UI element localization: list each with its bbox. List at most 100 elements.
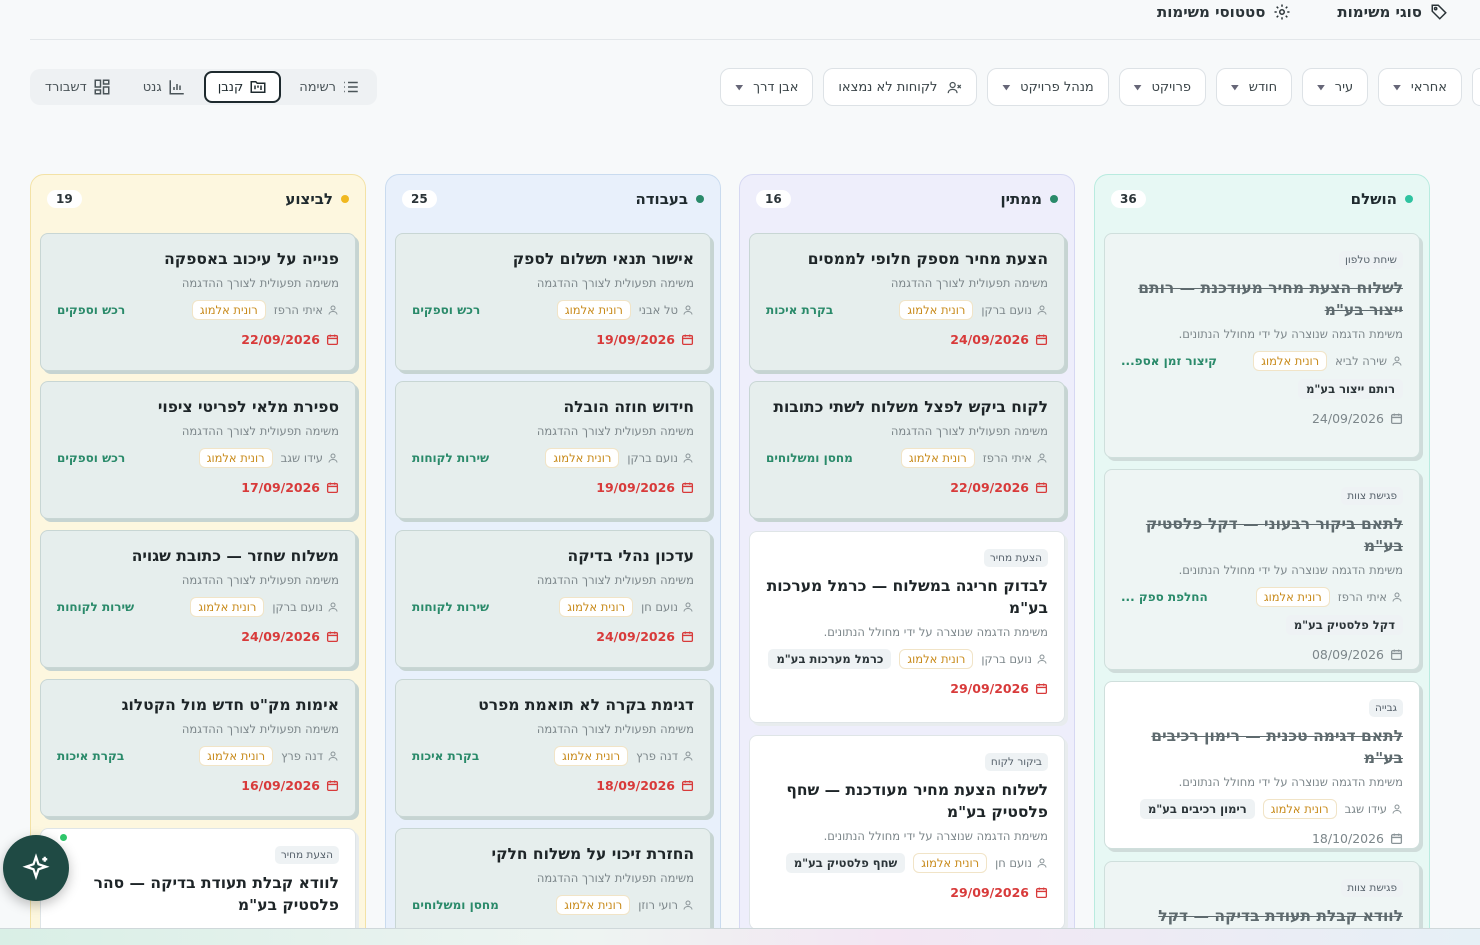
task-meta: נועם ברקן רונית אלמוג כרמל מערכות בע"מ [766,649,1048,669]
task-meta: נועם חן רונית אלמוג שירות לקוחות [412,597,694,617]
filter-project-manager[interactable]: מנהל פרויקט ▼ [987,68,1109,106]
view-switcher: רשימה קנבן גנט דשבורד [30,69,377,105]
top-nav: סוגי משימות סטטוסי משימות [30,0,1480,40]
task-card[interactable]: הצעת מחיר לוודא קבלת תעודת בדיקה — סהר פל… [40,828,356,945]
calendar-icon [326,631,339,643]
status-dot [341,195,349,203]
kanban-column: לביצוע 19 פנייה על עיכוב באספקה משימה תפעול… [30,174,366,945]
task-card[interactable]: פגישת צוות לתאם ביקור רבעוני — דקל פלסטיק… [1104,469,1420,670]
bottom-bar [0,928,1480,945]
column-name: לביצוע [285,190,333,208]
assignee-pill: רונית אלמוג [191,300,266,320]
due-date-text: 16/09/2026 [241,778,320,793]
assignee-pill: רונית אלמוג [1255,587,1330,607]
task-card[interactable]: ביקור לקוח לשלוח הצעת מחיר מעודכנת — שחף … [749,735,1065,930]
task-title: אישור תנאי תשלום לספק [512,250,694,268]
task-meta: רועי רוזן רונית אלמוג מחסן ומשלוחים [412,895,694,915]
task-chips: נועם ברקן רונית אלמוג [899,300,1048,320]
filter-label: עיר [1334,79,1354,95]
task-card[interactable]: הצעת מחיר מספק חלופי לממסים משימה תפעולית… [749,233,1065,371]
user-icon [328,453,338,463]
owner-name: איתי הרפז [982,451,1032,465]
sparkle-icon [22,853,50,881]
task-card[interactable]: אימות מק"ט חדש מול הקטלוג משימה תפעולית ל… [40,679,356,817]
due-date-text: 18/09/2026 [596,778,675,793]
customer-tag: שחף פלסטיק בע"מ [785,853,906,873]
user-icon [683,751,693,761]
assignee-pill: רונית אלמוג [899,649,974,669]
task-chips: עידו שגב רונית אלמוג [198,448,339,468]
ai-assistant-button[interactable] [3,832,69,901]
view-list-button[interactable]: רשימה [285,71,374,103]
column-name: ממתין [1000,190,1042,208]
task-title: לבדוק חריגה במשלוח — כרמל מערכות בע"מ [766,577,1048,617]
task-card[interactable]: לקוח ביקש לפצל משלוח לשתי כתובות משימה תפ… [749,381,1065,519]
user-icon [328,305,338,315]
task-card[interactable]: הצעת מחיר לבדוק חריגה במשלוח — כרמל מערכו… [749,531,1065,723]
task-card[interactable]: גבייה לתאם דגימה טכנית — רימון רכיבים בע"… [1104,681,1420,849]
task-owner: נועם ברקן [981,303,1048,317]
task-owner: איתי הרפז [1338,590,1403,604]
column-name: בעבודה [635,190,688,208]
user-icon [683,453,693,463]
assignee-pill: רונית אלמוג [545,448,620,468]
user-icon [683,602,693,612]
task-card[interactable]: משלוח שחזר — כתובת שגויה משימה תפעולית לצ… [40,530,356,668]
view-label: קנבן [217,79,244,95]
task-title: לקוח ביקש לפצל משלוח לשתי כתובות [773,398,1048,416]
task-owner: נועם ברקן [272,600,339,614]
task-types-link[interactable]: סוגי משימות [1337,3,1448,21]
task-statuses-link[interactable]: סטטוסי משימות [1157,3,1291,21]
task-card[interactable]: פנייה על עיכוב באספקה משימה תפעולית לצורך… [40,233,356,371]
filter-milestone[interactable]: אבן דרך ▼ [720,68,814,106]
view-kanban-button[interactable]: קנבן [203,71,282,103]
column-count-badge: 36 [1111,190,1146,208]
due-date: 22/09/2026 [766,480,1048,495]
task-title: לשלוח הצעת מחיר מעודכנת — שחף פלסטיק בע"… [786,781,1048,821]
due-date: 29/09/2026 [766,681,1048,696]
task-card[interactable]: החזרת זיכוי על משלוח חלקי משימה תפעולית ל… [395,828,711,945]
view-gantt-button[interactable]: גנט [129,71,200,103]
due-date-text: 22/09/2026 [950,480,1029,495]
task-title: לתאם דגימה טכנית — רימון רכיבים בע"מ [1151,727,1403,767]
filter-project[interactable]: פרויקט ▼ [1118,68,1207,106]
task-card[interactable]: עדכון נהלי בדיקה משימה תפעולית לצורך ההדג… [395,530,711,668]
filter-label: אחראי [1410,79,1447,95]
due-date: 19/09/2026 [412,480,694,495]
task-meta: איתי הרפז רונית אלמוג רכש וספקים [57,300,339,320]
department-label: רכש וספקים [412,303,481,317]
task-description: משימה תפעולית לצורך ההדגמה [890,424,1048,438]
due-date-text: 22/09/2026 [241,332,320,347]
task-meta: טל אבני רונית אלמוג רכש וספקים [412,300,694,320]
task-title: הצעת מחיר מספק חלופי לממסים [807,250,1048,268]
task-owner: עידו שגב [281,451,339,465]
filter-missing-customers[interactable]: לקוחות לא נמצאו [823,68,978,106]
owner-name: שירה לביא [1335,354,1387,368]
task-card[interactable]: אישור תנאי תשלום לספק משימה תפעולית לצורך… [395,233,711,371]
due-date: 24/09/2026 [1121,411,1403,426]
due-date: 29/09/2026 [766,885,1048,900]
column-count-badge: 25 [402,190,437,208]
department-label: מחסן ומשלוחים [766,451,853,465]
task-description: משימה תפעולית לצורך ההדגמה [181,722,339,736]
filter-city[interactable]: עיר ▼ [1302,68,1369,106]
department-label: בקרת איכות [57,749,125,763]
task-card[interactable]: פגישת צוות לוודא קבלת תעודת בדיקה — דקל [1104,861,1420,941]
task-owner: עידו שגב [1345,802,1403,816]
task-card[interactable]: שיחת טלפון לשלוח הצעת מחיר מעודכנת — רותם… [1104,233,1420,458]
task-owner: איתי הרפז [983,451,1048,465]
task-card[interactable]: דגימת בקרה לא תואמת מפרט משימה תפעולית לצ… [395,679,711,817]
user-icon [1392,356,1402,366]
owner-name: רועי רוזן [638,898,678,912]
filter-month[interactable]: חודש ▼ [1216,68,1293,106]
chevron-down-icon: ▼ [1002,83,1011,91]
task-card[interactable]: חידוש חוזה הובלה משימה תפעולית לצורך ההדג… [395,381,711,519]
calendar-icon [1035,683,1048,695]
filter-responsible[interactable]: אחראי ▼ [1378,68,1462,106]
user-icon [1392,592,1402,602]
department-label: בקרת איכות [766,303,834,317]
due-date-text: 24/09/2026 [1311,411,1384,426]
view-dashboard-button[interactable]: דשבורד [31,71,125,103]
filter-overflow[interactable] [1472,68,1480,106]
task-card[interactable]: ספירת מלאי לפריטי ציפוי משימה תפעולית לצו… [40,381,356,519]
